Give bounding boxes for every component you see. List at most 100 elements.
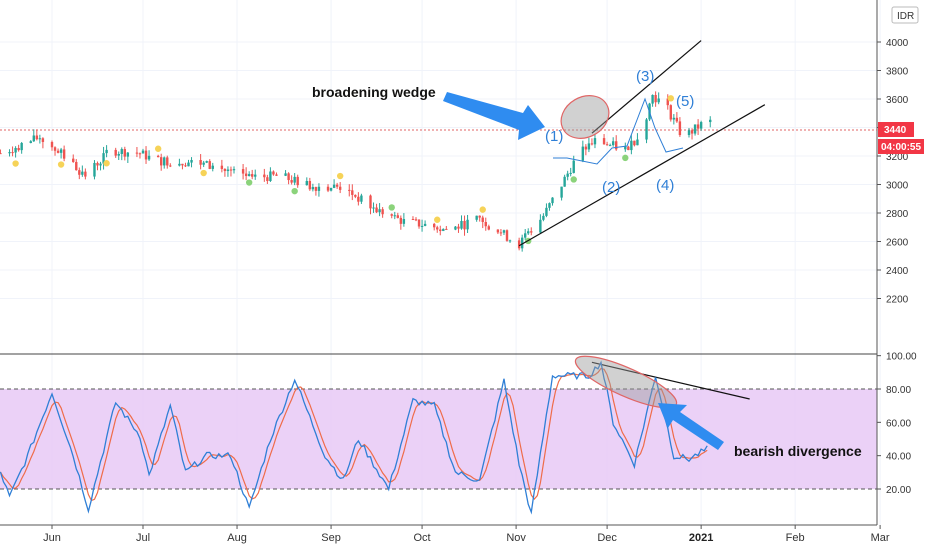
stoch-tick-label: 20.00 — [886, 485, 911, 496]
candle-body — [135, 152, 139, 154]
candle-body — [296, 176, 299, 186]
trendline — [591, 40, 702, 134]
candle-body — [454, 226, 457, 230]
candle-body — [11, 152, 14, 154]
candle-body — [354, 194, 357, 197]
candle-body — [378, 209, 381, 213]
signal-dot — [434, 216, 441, 223]
candle-body — [560, 186, 563, 198]
candle-body — [187, 162, 190, 167]
candle-body — [666, 98, 669, 106]
candle-body — [241, 169, 245, 174]
candle-body — [436, 227, 439, 230]
candle-body — [84, 171, 87, 177]
y-tick-label: 3000 — [886, 181, 909, 192]
candle-body — [417, 219, 421, 227]
candle-body — [699, 122, 703, 129]
annotation-bearish-divergence: bearish divergence — [734, 443, 862, 459]
candle-body — [442, 228, 445, 232]
candle-body — [414, 219, 418, 221]
currency-box[interactable] — [891, 6, 919, 24]
signal-dots — [12, 95, 674, 245]
candle-body — [314, 187, 318, 191]
candle-body — [581, 146, 585, 161]
x-tick-label: Aug — [227, 532, 247, 544]
candle-body — [402, 219, 406, 224]
candle-body — [202, 162, 205, 165]
candle-body — [305, 180, 308, 186]
candle-body — [123, 149, 126, 157]
signal-dot — [57, 161, 65, 168]
signal-dot — [667, 95, 674, 102]
candle-body — [381, 209, 384, 215]
x-tick-label: Jul — [136, 532, 150, 544]
candle-body — [539, 219, 542, 233]
candle-body — [32, 135, 35, 142]
x-tick-label: Feb — [786, 532, 805, 544]
candle-body — [38, 138, 42, 140]
candle-body — [502, 230, 506, 233]
stoch-tick-label: 60.00 — [886, 418, 911, 429]
candle-body — [117, 153, 120, 156]
trendlines — [518, 40, 766, 400]
candle-body — [229, 169, 233, 171]
candle-body — [696, 124, 700, 129]
candle-body — [72, 158, 75, 162]
x-tick-label: Jun — [43, 532, 61, 544]
candle-body — [463, 220, 466, 230]
candle-body — [672, 117, 676, 120]
wave-label-1: (1) — [545, 128, 563, 145]
candle-body — [669, 105, 672, 120]
candle-body — [269, 171, 272, 181]
candle-body — [542, 215, 545, 220]
y-tick-label: 3600 — [886, 95, 909, 106]
candle-body — [311, 187, 315, 190]
y-tick-label: 4000 — [886, 38, 909, 49]
stoch-d-line — [0, 367, 708, 502]
candle-body — [420, 225, 424, 227]
candle-body — [332, 184, 336, 188]
candle-body — [530, 231, 533, 233]
countdown-badge — [878, 139, 924, 154]
candle-body — [687, 130, 691, 136]
candle-body — [326, 186, 330, 191]
candle-body — [624, 146, 627, 150]
candle-body — [563, 176, 566, 187]
candle-body — [335, 184, 339, 187]
candle-body — [147, 155, 151, 160]
candle-body — [211, 165, 214, 169]
signal-dot — [388, 204, 395, 211]
candle-body — [93, 162, 96, 177]
signal-dot — [200, 169, 207, 177]
candle-body — [293, 176, 296, 183]
candle-body — [338, 186, 342, 190]
candle-body — [375, 207, 378, 213]
wave-label-5: (5) — [676, 93, 694, 110]
candle-body — [169, 165, 172, 167]
candle-body — [605, 144, 609, 146]
candle-body — [56, 150, 60, 153]
candle-body — [545, 207, 548, 216]
candle-body — [223, 168, 227, 172]
y-tick-label: 2800 — [886, 209, 909, 220]
candle-body — [75, 161, 78, 171]
candle-body — [496, 229, 500, 233]
trendline — [518, 104, 766, 247]
candle-body — [484, 221, 487, 227]
candle-body — [144, 150, 148, 160]
candle-body — [520, 237, 524, 249]
candle-body — [508, 240, 512, 242]
candle-body — [499, 232, 503, 234]
candle-body — [527, 231, 530, 234]
countdown-value: 04:00:55 — [881, 142, 921, 153]
candle-body — [254, 174, 257, 177]
signal-dot — [570, 176, 577, 183]
signal-dot — [479, 206, 486, 213]
candle-body — [572, 160, 575, 173]
candle-body — [59, 149, 63, 153]
candle-body — [272, 171, 275, 175]
candle-body — [433, 223, 436, 228]
candle-body — [184, 165, 187, 167]
stoch-tick-label: 80.00 — [886, 385, 911, 396]
